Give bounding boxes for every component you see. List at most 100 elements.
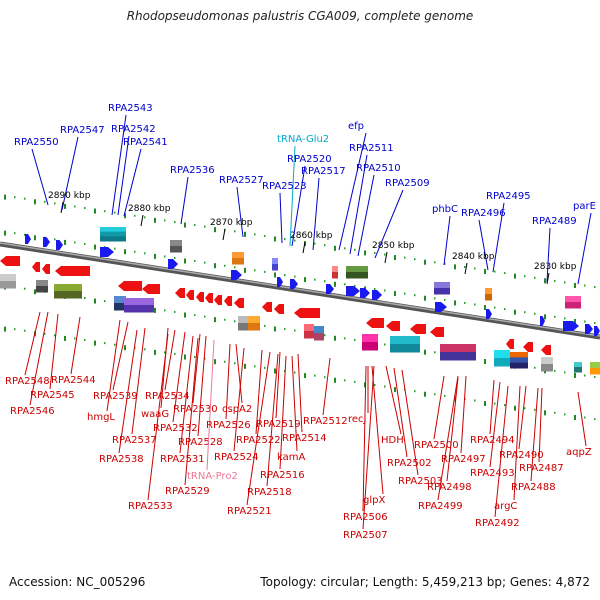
reverse-gene-arrow [523, 342, 533, 352]
track-dot [264, 234, 266, 237]
forward-gene-label: RPA2547 [60, 125, 105, 136]
reverse-gene-arrow [262, 302, 272, 312]
reverse-gene-label: cspA2 [222, 404, 252, 415]
gene-feature-block-band [0, 281, 16, 289]
track-dot [84, 243, 86, 246]
gene-feature-block [170, 240, 182, 253]
track-dot [484, 359, 486, 365]
track-dot [54, 202, 56, 205]
reverse-label-leader [494, 385, 509, 518]
forward-gene-arrow [231, 270, 242, 280]
track-dot [534, 366, 536, 369]
reverse-gene-label: RPA2538 [99, 454, 144, 465]
track-dot [214, 263, 216, 269]
gene-feature-block-band [100, 231, 126, 237]
gene-feature-block-band [440, 344, 476, 353]
reverse-label-leader [184, 337, 199, 486]
track-dot [184, 354, 186, 360]
reverse-gene-arrow [32, 262, 40, 272]
track-dot [194, 224, 196, 227]
track-dot [214, 359, 216, 365]
track-dot [204, 357, 206, 360]
track-dot [334, 245, 336, 251]
reverse-label-leader [538, 387, 543, 463]
reverse-gene-label: recJ [348, 414, 367, 425]
gene-feature-block-band [434, 282, 450, 289]
track-dot [344, 337, 346, 340]
track-dot [434, 261, 436, 264]
reverse-label-leader [70, 316, 81, 375]
track-dot [24, 197, 26, 200]
track-dot [564, 413, 566, 416]
reverse-label-leader [24, 311, 41, 376]
track-dot [594, 418, 596, 421]
coordinate-tick-mark [302, 241, 306, 254]
gene-feature-block-band [346, 266, 368, 273]
track-dot [414, 390, 416, 393]
reverse-gene-label: RPA2499 [418, 501, 463, 512]
track-dot [434, 297, 436, 300]
reverse-gene-label: RPA2514 [282, 433, 327, 444]
reverse-label-leader [322, 357, 331, 416]
coordinate-tick-mark [140, 214, 144, 227]
forward-label-leader [291, 165, 306, 247]
track-dot [574, 414, 576, 420]
track-dot [154, 307, 156, 313]
reverse-gene-label: hmgL [87, 412, 115, 423]
track-dot [114, 247, 116, 250]
track-dot [14, 196, 16, 199]
coordinate-tick-label: 2850 kbp [372, 241, 415, 251]
forward-label-leader [312, 177, 320, 251]
reverse-gene-arrow [294, 308, 320, 318]
gene-feature-block [390, 336, 420, 353]
track-dot [394, 255, 396, 261]
reverse-label-leader [489, 379, 495, 435]
coordinate-tick-label: 2830 kbp [534, 262, 577, 272]
reverse-gene-arrow [214, 295, 222, 305]
coordinate-tick-label: 2840 kbp [452, 252, 495, 262]
track-dot [224, 318, 226, 321]
track-dot [434, 393, 436, 396]
reverse-label-leader [233, 347, 245, 452]
track-dot [254, 269, 256, 272]
track-dot [504, 308, 506, 311]
reverse-label-leader [266, 353, 279, 487]
track-dot [14, 328, 16, 331]
gene-feature-block [114, 296, 126, 311]
genome-summary-text: Topology: circular; Length: 5,459,213 bp… [260, 575, 590, 589]
reverse-gene-arrow [506, 339, 514, 349]
reverse-gene-label: RPA2507 [343, 530, 388, 541]
track-dot [344, 283, 346, 286]
track-dot [424, 349, 426, 355]
forward-label-leader [478, 219, 489, 271]
reverse-label-leader [530, 387, 539, 482]
forward-label-leader [180, 176, 189, 225]
reverse-label-leader [577, 391, 587, 447]
track-dot [554, 411, 556, 414]
track-dot [354, 338, 356, 341]
gene-feature-block-band [272, 258, 278, 265]
coordinate-tick-mark [222, 228, 226, 241]
reverse-gene-label: RPA2528 [178, 437, 223, 448]
track-dot [14, 232, 16, 235]
reverse-gene-label: RPA2531 [160, 454, 205, 465]
forward-gene-label: RPA2536 [170, 165, 215, 176]
genome-title: Rhodopseudomonas palustris CGA009, compl… [126, 9, 474, 23]
track-dot [484, 269, 486, 275]
reverse-label-leader [118, 329, 138, 454]
reverse-gene-label: RPA2518 [247, 487, 292, 498]
track-dot [114, 211, 116, 214]
reverse-gene-label: RPA2529 [165, 486, 210, 497]
track-dot [24, 233, 26, 236]
reverse-label-leader [255, 349, 263, 435]
reverse-gene-label: RPA2487 [519, 463, 564, 474]
gene-feature-block [541, 357, 553, 372]
reverse-gene-label: RPA2512 [303, 416, 348, 427]
track-dot [534, 408, 536, 411]
reverse-gene-label: glpX [363, 495, 385, 506]
reverse-gene-arrow [205, 293, 213, 303]
reverse-gene-label: aqpZ [566, 447, 592, 458]
track-dot [294, 275, 296, 278]
reverse-gene-arrow [224, 296, 232, 306]
track-dot [44, 200, 46, 203]
